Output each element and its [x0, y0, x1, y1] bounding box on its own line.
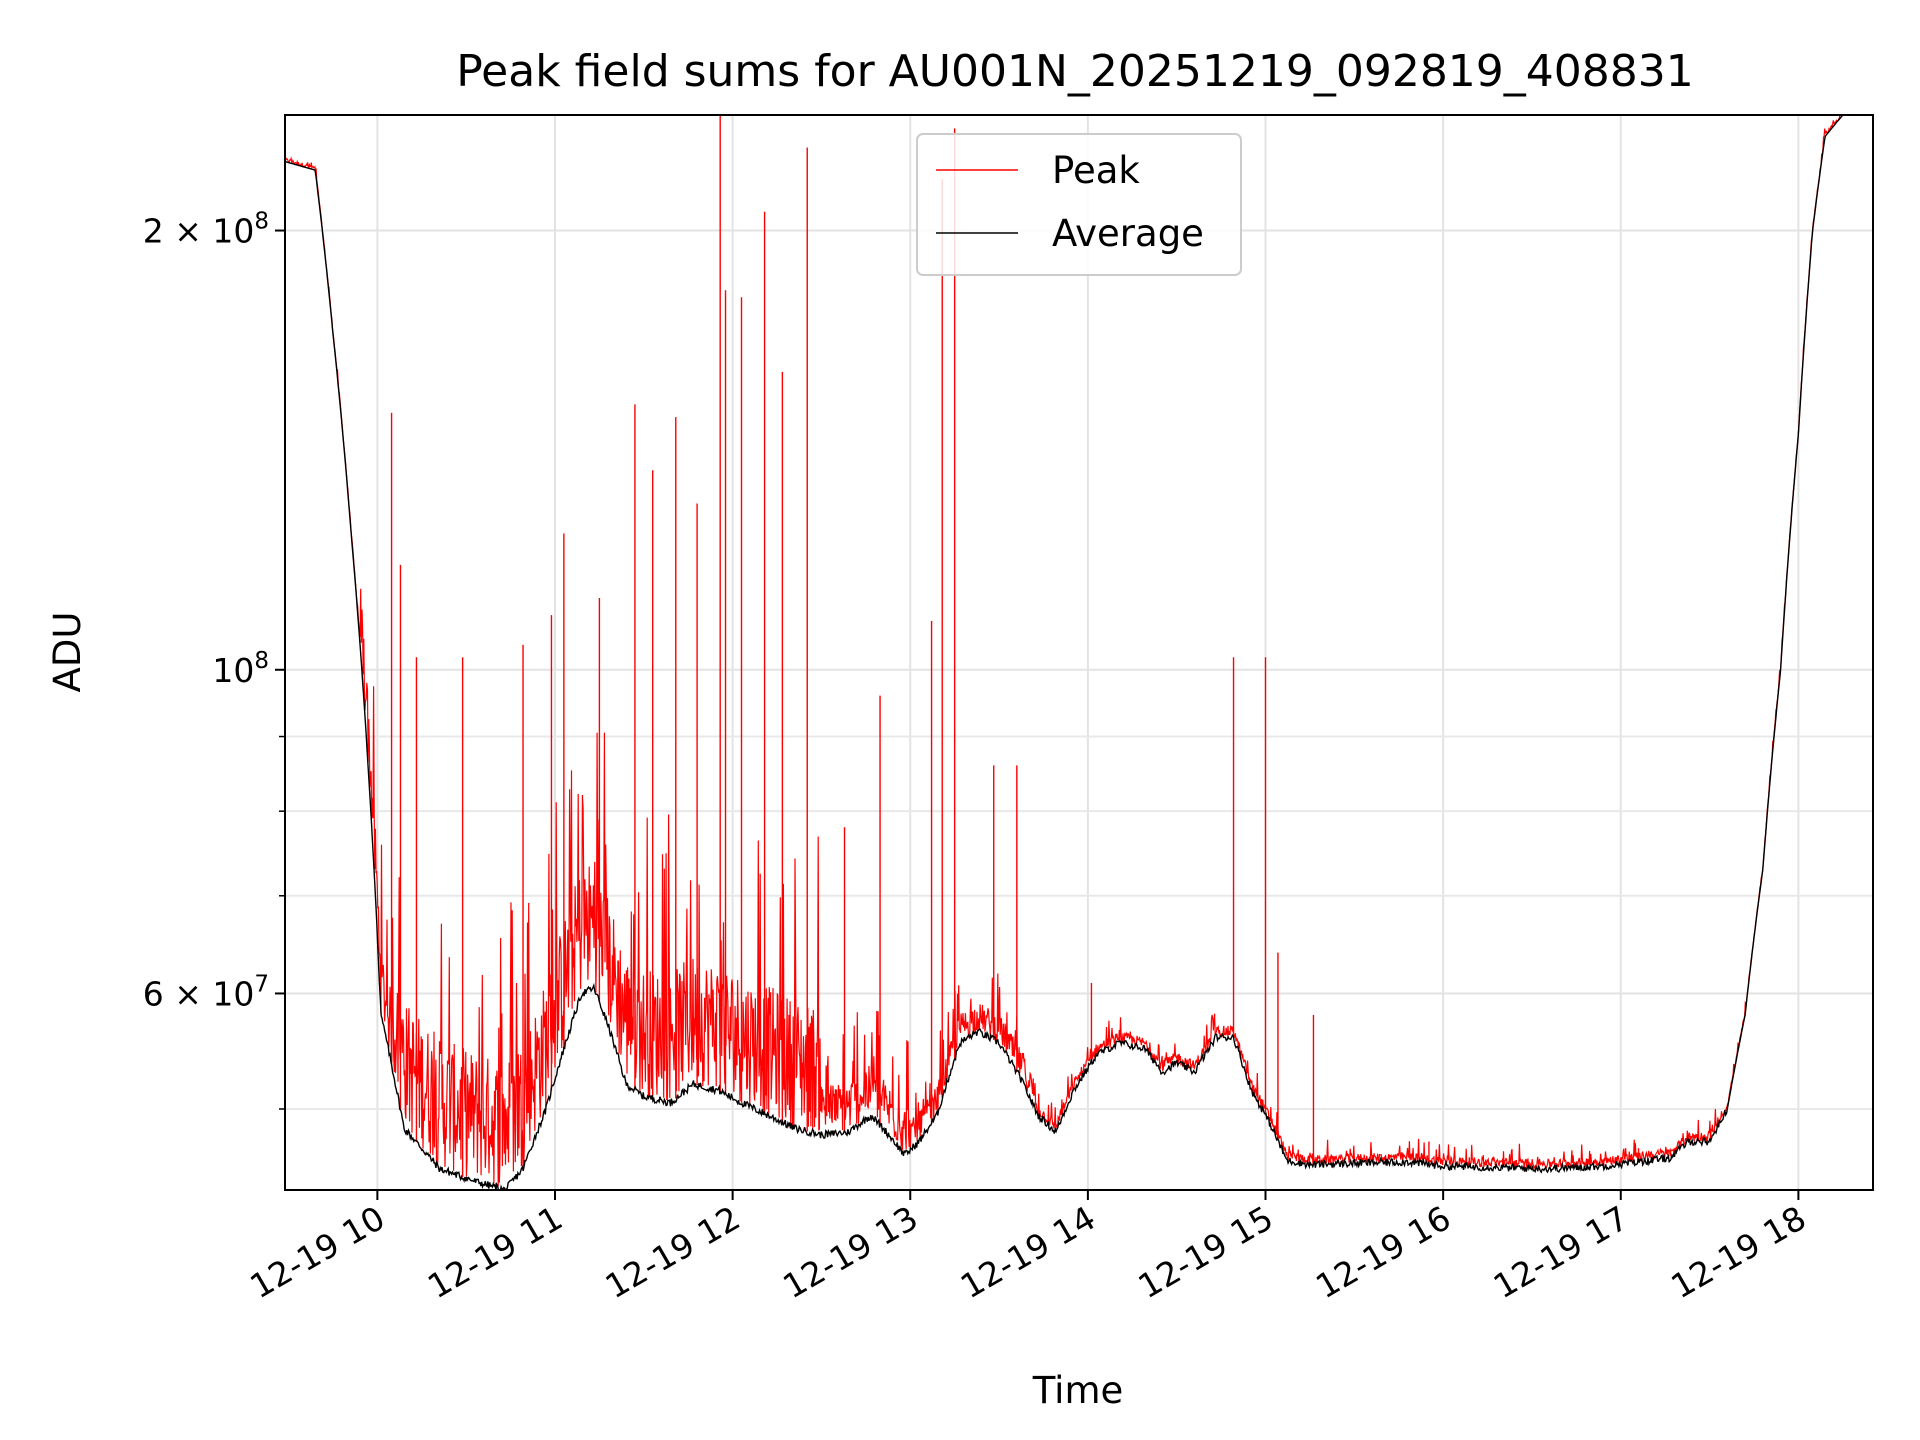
y-tick-label: 108	[212, 648, 269, 690]
y-tick-label: 6 × 107	[143, 971, 269, 1013]
series-layer	[285, 115, 1873, 1190]
y-axis-label: ADU	[46, 612, 89, 693]
peak-series-line	[285, 115, 1873, 1187]
y-axis-ticks: 108 2 × 108 6 × 107	[143, 209, 285, 1110]
legend-peak-label: Peak	[1052, 149, 1140, 192]
average-series-line	[285, 115, 1873, 1190]
chart-title: Peak field sums for AU001N_20251219_0928…	[456, 46, 1694, 97]
legend: Peak Average	[916, 133, 1242, 276]
plot-frame	[284, 114, 1874, 1191]
y-tick-label: 2 × 108	[143, 209, 269, 251]
x-axis-label: Time	[1032, 1369, 1124, 1412]
legend-average-label: Average	[1052, 212, 1204, 255]
